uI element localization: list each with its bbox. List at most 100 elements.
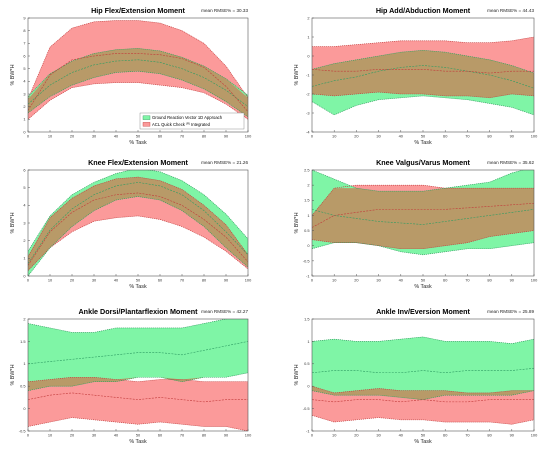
grv-mean-line <box>312 367 534 374</box>
x-tick-label: 10 <box>332 433 337 438</box>
y-tick-label: 1 <box>307 213 309 218</box>
y-tick-label: -2 <box>306 91 309 96</box>
x-tick-label: 80 <box>202 433 207 438</box>
x-axis-label: % Task <box>414 439 432 445</box>
x-tick-label: 0 <box>311 278 314 283</box>
y-tick-label: -4 <box>306 129 310 134</box>
x-tick-label: 40 <box>114 433 119 438</box>
y-tick-label: -1 <box>306 428 309 433</box>
x-tick-label: 0 <box>311 134 314 139</box>
x-tick-label: 70 <box>465 134 470 139</box>
y-tick-label: -1 <box>306 72 309 77</box>
acl-lower-edge <box>312 230 534 250</box>
overlap-band <box>312 188 534 249</box>
acl-upper-edge <box>312 36 534 47</box>
overlap-band <box>28 372 248 391</box>
x-tick-label: 100 <box>531 433 538 438</box>
y-axis-label: % BW*H <box>10 364 16 385</box>
rmse-annotation: mean RMSE% = 25.89 <box>487 309 534 314</box>
x-tick-label: 20 <box>70 134 75 139</box>
y-tick-label: 5 <box>23 185 25 190</box>
acl-upper-edge <box>312 385 534 394</box>
x-tick-label: 30 <box>92 134 97 139</box>
x-tick-label: 90 <box>510 433 515 438</box>
y-tick-label: 2 <box>23 316 25 321</box>
y-axis-label: % BW*H <box>294 364 300 385</box>
y-tick-label: 1 <box>307 339 309 344</box>
y-tick-label: 0.5 <box>304 228 309 233</box>
overlap-band <box>312 50 534 98</box>
legend-swatch-acl <box>142 122 151 127</box>
grv-mean-line <box>28 59 248 107</box>
y-tick-label: 0 <box>23 406 26 411</box>
y-tick-label: 3 <box>23 91 25 96</box>
y-tick-label: 4 <box>23 203 26 208</box>
acl-lower-edge <box>312 415 534 425</box>
grv-lower-edge <box>312 95 534 116</box>
rmse-annotation: mean RMSE% = 30.33 <box>201 8 248 13</box>
acl-lower-edge <box>312 91 534 99</box>
y-tick-label: 0.5 <box>304 361 309 366</box>
x-tick-label: 60 <box>158 433 163 438</box>
y-tick-label: 1 <box>307 34 309 39</box>
y-tick-label: 0 <box>307 384 310 389</box>
x-tick-label: 10 <box>332 134 337 139</box>
x-tick-label: 20 <box>70 278 75 283</box>
x-tick-label: 100 <box>245 278 252 283</box>
legend-box <box>139 112 245 130</box>
grv-mean-line <box>312 209 534 225</box>
x-tick-label: 100 <box>531 134 538 139</box>
grv-mean-line <box>312 65 534 89</box>
y-tick-label: 1 <box>23 117 25 122</box>
x-tick-label: 50 <box>136 278 141 283</box>
y-tick-label: -0.5 <box>19 428 26 433</box>
grv-upper-edge <box>312 49 534 74</box>
y-tick-label: -0.5 <box>303 258 310 263</box>
grv-band <box>28 319 248 391</box>
x-tick-label: 0 <box>27 433 30 438</box>
grv-upper-edge <box>312 170 525 192</box>
y-tick-label: 9 <box>23 15 25 20</box>
x-tick-label: 0 <box>311 433 314 438</box>
x-tick-label: 70 <box>180 433 185 438</box>
grv-lower-edge <box>28 70 248 118</box>
acl-lower-edge <box>28 215 248 271</box>
x-tick-label: 70 <box>180 278 185 283</box>
chart-title: Knee Flex/Extension Moment <box>88 158 188 167</box>
x-tick-label: 40 <box>114 278 119 283</box>
grv-lower-edge <box>312 390 534 400</box>
chart-title: Hip Add/Abduction Moment <box>376 6 471 15</box>
x-axis-label: % Task <box>129 284 147 290</box>
x-tick-label: 100 <box>531 278 538 283</box>
x-tick-label: 40 <box>114 134 119 139</box>
chart-panel-6: 0 10 20 30 40 50 60 70 80 90 100 -1 -0.5 0 0.5 1 1.5 Ankl… <box>294 307 538 445</box>
y-tick-label: 0 <box>23 273 26 278</box>
y-tick-label: 4 <box>23 79 26 84</box>
x-tick-label: 60 <box>443 134 448 139</box>
legend-label-acl: ACL Quick Check (R) Integrated <box>152 121 211 127</box>
y-tick-label: 2.5 <box>304 167 309 172</box>
overlap-band <box>28 48 248 117</box>
x-tick-label: 40 <box>399 134 404 139</box>
grv-lower-edge <box>28 372 248 391</box>
x-axis-label: % Task <box>414 284 432 290</box>
x-tick-label: 80 <box>487 278 492 283</box>
x-tick-label: 50 <box>421 278 426 283</box>
y-tick-label: 6 <box>23 53 25 58</box>
x-tick-label: 40 <box>399 278 404 283</box>
x-tick-label: 50 <box>421 433 426 438</box>
x-tick-label: 80 <box>202 278 207 283</box>
x-tick-label: 60 <box>158 278 163 283</box>
y-tick-label: 6 <box>23 167 25 172</box>
chart-title: Ankle Dorsi/Plantarflexion Moment <box>78 307 198 316</box>
x-tick-label: 10 <box>48 278 53 283</box>
x-axis-label: % Task <box>129 439 147 445</box>
x-axis-label: % Task <box>414 140 432 146</box>
x-axis-label: % Task <box>129 140 147 146</box>
x-tick-label: 20 <box>70 433 75 438</box>
grv-band <box>312 336 534 400</box>
rmse-annotation: mean RMSE% = 42.27 <box>201 309 248 314</box>
acl-mean-line <box>28 53 248 112</box>
chart-title: Hip Flex/Extension Moment <box>91 6 185 15</box>
rmse-annotation: mean RMSE% = 35.62 <box>487 160 534 165</box>
